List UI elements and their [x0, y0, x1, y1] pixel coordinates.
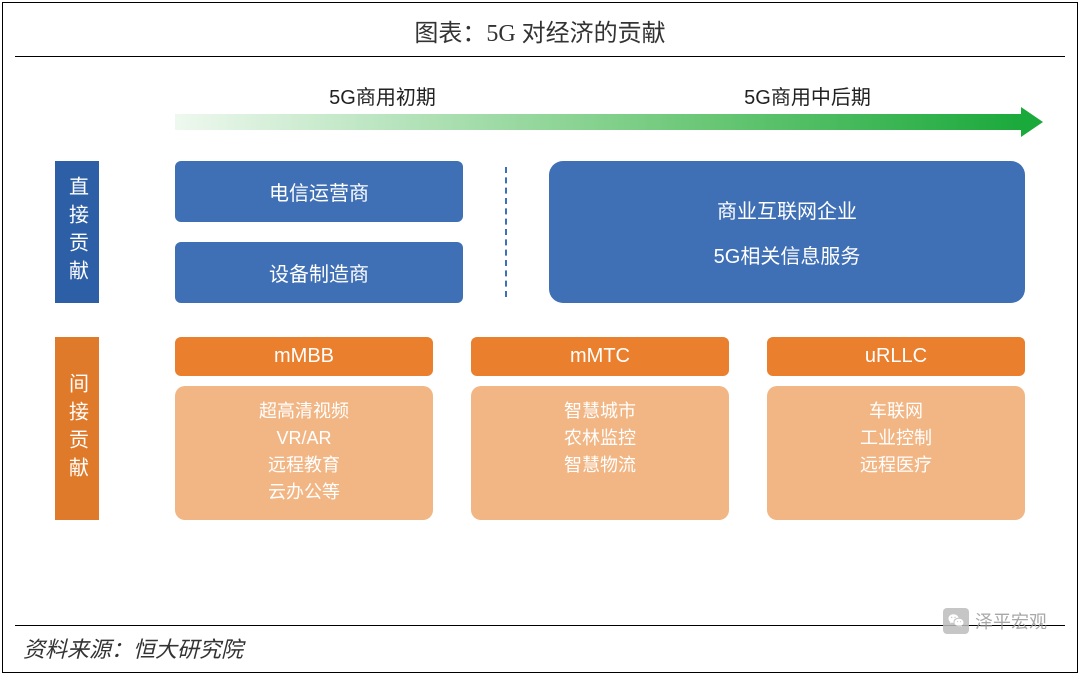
col-mmbb: mMBB 超高清视频VR/AR远程教育云办公等	[175, 337, 433, 520]
box-equipment-maker: 设备制造商	[175, 242, 463, 303]
col-mmtc: mMTC 智慧城市农林监控智慧物流	[471, 337, 729, 520]
label-direct: 直接贡献	[55, 161, 99, 303]
vertical-divider	[505, 167, 507, 297]
col-urllc: uRLLC 车联网工业控制远程医疗	[767, 337, 1025, 520]
body-mmtc: 智慧城市农林监控智慧物流	[471, 386, 729, 520]
watermark: 泽平宏观	[943, 608, 1047, 634]
box-telecom-operator: 电信运营商	[175, 161, 463, 222]
indirect-body: mMBB 超高清视频VR/AR远程教育云办公等 mMTC 智慧城市农林监控智慧物…	[175, 337, 1025, 520]
body-mmbb: 超高清视频VR/AR远程教育云办公等	[175, 386, 433, 520]
timeline: 5G商用初期 5G商用中后期	[175, 81, 1025, 137]
direct-body: 电信运营商 设备制造商 商业互联网企业 5G相关信息服务	[175, 161, 1025, 303]
line-5g-info-service: 5G相关信息服务	[714, 240, 861, 269]
content-area: 5G商用初期 5G商用中后期 直接贡献 电信运营商 设备制造商 商业互联网企业 …	[3, 57, 1077, 530]
watermark-text: 泽平宏观	[975, 608, 1047, 634]
head-mmbb: mMBB	[175, 337, 433, 376]
wechat-icon	[943, 608, 969, 634]
line-business-internet: 商业互联网企业	[717, 195, 857, 224]
chart-title: 图表：5G 对经济的贡献	[3, 3, 1077, 56]
source-text: 资料来源：恒大研究院	[15, 626, 1065, 664]
arrow-right-icon	[1021, 107, 1043, 137]
footer: 资料来源：恒大研究院 泽平宏观	[15, 625, 1065, 664]
timeline-label-early: 5G商用初期	[329, 81, 436, 110]
row-indirect: 间接贡献 mMBB 超高清视频VR/AR远程教育云办公等 mMTC 智慧城市农林…	[55, 337, 1025, 520]
diagram-frame: 图表：5G 对经济的贡献 5G商用初期 5G商用中后期 直接贡献 电信运营商 设…	[2, 2, 1078, 673]
direct-left-col: 电信运营商 设备制造商	[175, 161, 463, 303]
timeline-labels: 5G商用初期 5G商用中后期	[175, 81, 1025, 110]
row-direct: 直接贡献 电信运营商 设备制造商 商业互联网企业 5G相关信息服务	[55, 161, 1025, 303]
label-indirect: 间接贡献	[55, 337, 99, 520]
direct-right-box: 商业互联网企业 5G相关信息服务	[549, 161, 1025, 303]
timeline-bar	[175, 114, 1025, 130]
head-mmtc: mMTC	[471, 337, 729, 376]
body-urllc: 车联网工业控制远程医疗	[767, 386, 1025, 520]
timeline-label-late: 5G商用中后期	[744, 81, 871, 110]
head-urllc: uRLLC	[767, 337, 1025, 376]
